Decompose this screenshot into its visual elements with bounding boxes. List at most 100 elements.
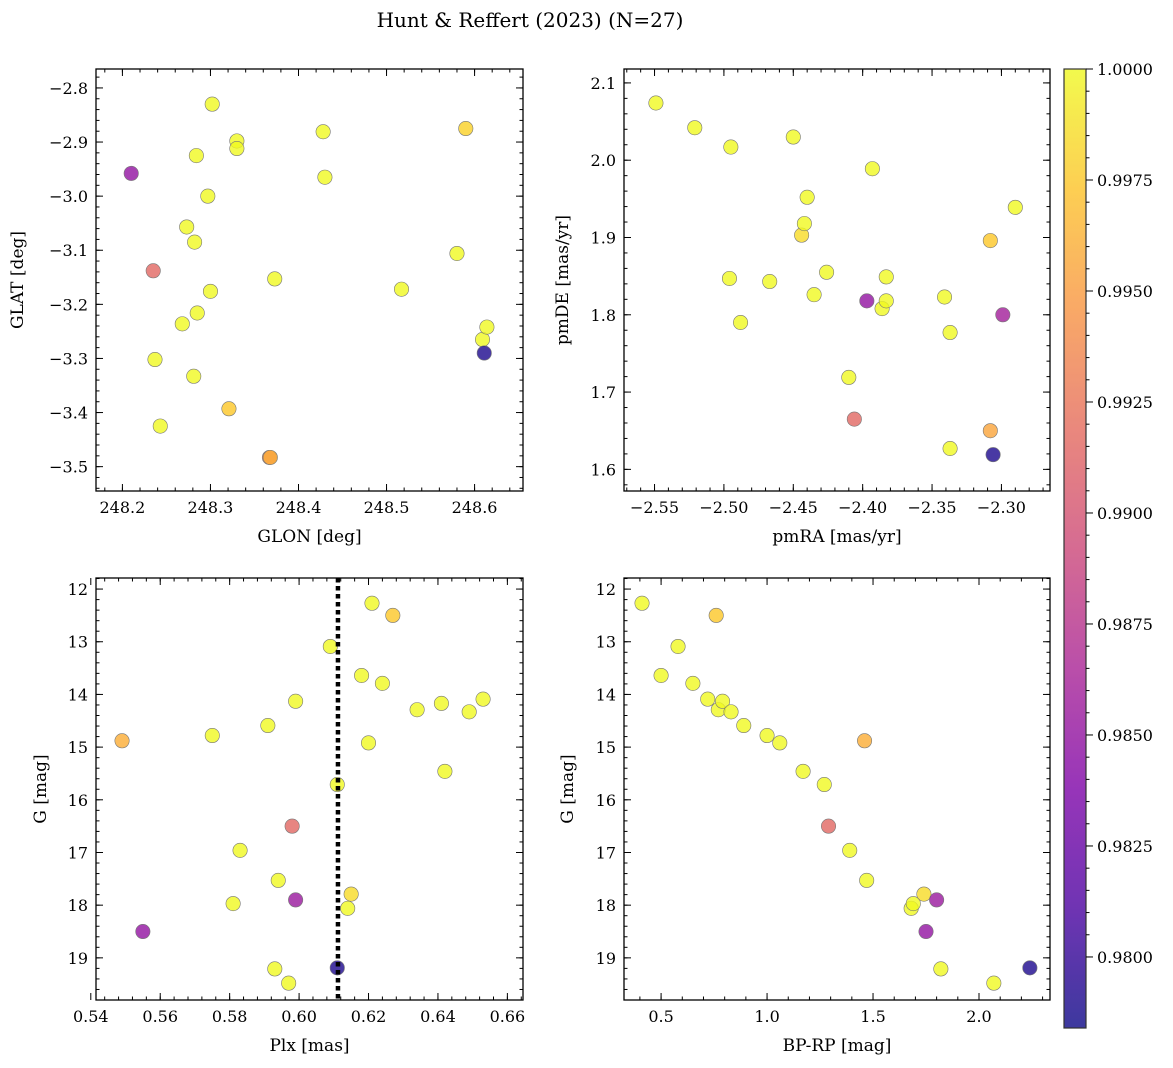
scatter-point xyxy=(929,892,945,908)
scatter-point xyxy=(260,718,276,734)
scatter-point xyxy=(461,704,477,720)
scatter-point xyxy=(905,896,921,912)
figure-title: Hunt & Reffert (2023) (N=27) xyxy=(377,8,684,32)
x-axis-label: BP-RP [mag] xyxy=(783,1036,892,1056)
colorbar-tick-label: 0.9900 xyxy=(1097,504,1153,523)
scatter-point xyxy=(200,188,216,204)
scatter-point xyxy=(995,307,1011,323)
y-tick-label: 18 xyxy=(596,896,616,915)
scatter-point xyxy=(806,287,822,303)
scatter-point xyxy=(202,283,218,299)
y-axis-label: pmDE [mas/yr] xyxy=(553,215,573,345)
scatter-point xyxy=(437,763,453,779)
colorbar-tick-label: 0.9800 xyxy=(1097,948,1153,967)
panel-glon-glat: 248.2 248.3 248.4 248.5 248.6 −3.5 −3.4 −3.3 −3.… xyxy=(8,68,524,547)
y-tick-label: 1.9 xyxy=(591,228,616,247)
scatter-point xyxy=(354,667,370,683)
scatter-point xyxy=(1022,960,1038,976)
panel-bprp-g: 0.5 1.0 1.5 2.0 12 13 14 15 16 17 18 19 BP-RP [mag] G… xyxy=(558,577,1051,1056)
scatter-point xyxy=(123,165,139,181)
ticks xyxy=(624,578,1050,1001)
scatter-point xyxy=(796,216,812,232)
scatter-point xyxy=(385,607,401,623)
colorbar-ticks: 0.9800 0.9825 0.9850 0.9875 0.9900 0.9925 0.99… xyxy=(1086,60,1153,967)
scatter-point xyxy=(634,595,650,611)
y-tick-label: −3.2 xyxy=(49,295,88,314)
scatter-point xyxy=(186,368,202,384)
scatter-point xyxy=(479,319,495,335)
scatter-point xyxy=(433,695,449,711)
y-tick-label: −3.0 xyxy=(49,187,88,206)
scatter-point xyxy=(475,691,491,707)
colorbar-tick-label: 0.9850 xyxy=(1097,726,1153,745)
axes-frame xyxy=(623,68,1051,492)
y-tick-label: 2.0 xyxy=(591,151,616,170)
x-tick-label: −2.50 xyxy=(699,498,748,517)
scatter-point xyxy=(458,121,474,137)
scatter-point xyxy=(225,896,241,912)
scatter-point xyxy=(878,293,894,309)
colorbar-tick-label: 0.9975 xyxy=(1097,171,1153,190)
scatter-point xyxy=(736,718,752,734)
scatter-point xyxy=(270,872,286,888)
scatter-point xyxy=(394,281,410,297)
scatter-point xyxy=(262,449,278,465)
x-tick-label: −2.30 xyxy=(977,498,1026,517)
scatter-point xyxy=(878,269,894,285)
scatter-point xyxy=(859,293,875,309)
y-tick-label: −2.9 xyxy=(49,133,88,152)
scatter-point xyxy=(364,595,380,611)
scatter-point xyxy=(723,139,739,155)
y-tick-label: 17 xyxy=(596,843,616,862)
scatter-point xyxy=(916,886,932,902)
scatter-point xyxy=(723,704,739,720)
x-tick-label: −2.45 xyxy=(769,498,818,517)
y-tick-label: 14 xyxy=(596,685,616,704)
y-tick-label: 15 xyxy=(596,738,616,757)
y-tick-label: −3.5 xyxy=(49,458,88,477)
x-tick-label: 0.62 xyxy=(351,1007,387,1026)
y-tick-label: −3.4 xyxy=(49,404,88,423)
x-tick-label: 0.5 xyxy=(648,1007,673,1026)
scatter-point xyxy=(449,245,465,261)
y-tick-label: −3.3 xyxy=(49,349,88,368)
x-tick-label: 248.2 xyxy=(100,498,146,517)
scatter-point xyxy=(284,818,300,834)
scatter-point xyxy=(653,667,669,683)
scatter-point xyxy=(281,975,297,991)
x-tick-label: 248.6 xyxy=(452,498,498,517)
scatter-point xyxy=(267,271,283,287)
scatter-point xyxy=(267,961,283,977)
x-tick-label: −2.55 xyxy=(630,498,679,517)
y-tick-label: −3.1 xyxy=(49,241,88,260)
scatter-point xyxy=(315,124,331,140)
scatter-point xyxy=(816,777,832,793)
axes-frame xyxy=(95,577,524,1001)
scatter-points xyxy=(634,595,1038,991)
scatter-point xyxy=(288,892,304,908)
x-axis-label: Plx [mas] xyxy=(269,1036,349,1056)
scatter-point xyxy=(187,234,203,250)
scatter-points xyxy=(123,96,495,465)
scatter-point xyxy=(708,607,724,623)
x-tick-label: 2.0 xyxy=(966,1007,991,1026)
y-tick-label: 19 xyxy=(596,949,616,968)
scatter-point xyxy=(982,423,998,439)
panel-plx-g: 0.54 0.56 0.58 0.60 0.62 0.64 0.66 12 13 14 15 16 17… xyxy=(31,577,525,1056)
y-tick-label: 2.1 xyxy=(591,74,616,93)
y-tick-label: 1.8 xyxy=(591,306,616,325)
scatter-point xyxy=(687,120,703,136)
panel-pmra-pmde: −2.55 −2.50 −2.45 −2.40 −2.35 −2.30 1.6 1.7 1.8 1… xyxy=(553,68,1051,547)
scatter-point xyxy=(114,733,130,749)
scatter-point xyxy=(986,975,1002,991)
scatter-point xyxy=(685,675,701,691)
x-tick-label: −2.35 xyxy=(908,498,957,517)
scatter-point xyxy=(204,728,220,744)
scatter-point xyxy=(795,763,811,779)
scatter-point xyxy=(670,638,686,654)
y-tick-label: 13 xyxy=(596,633,616,652)
scatter-point xyxy=(204,96,220,112)
y-tick-label: 17 xyxy=(68,843,88,862)
scatter-point xyxy=(361,735,377,751)
ticks xyxy=(90,578,523,1001)
